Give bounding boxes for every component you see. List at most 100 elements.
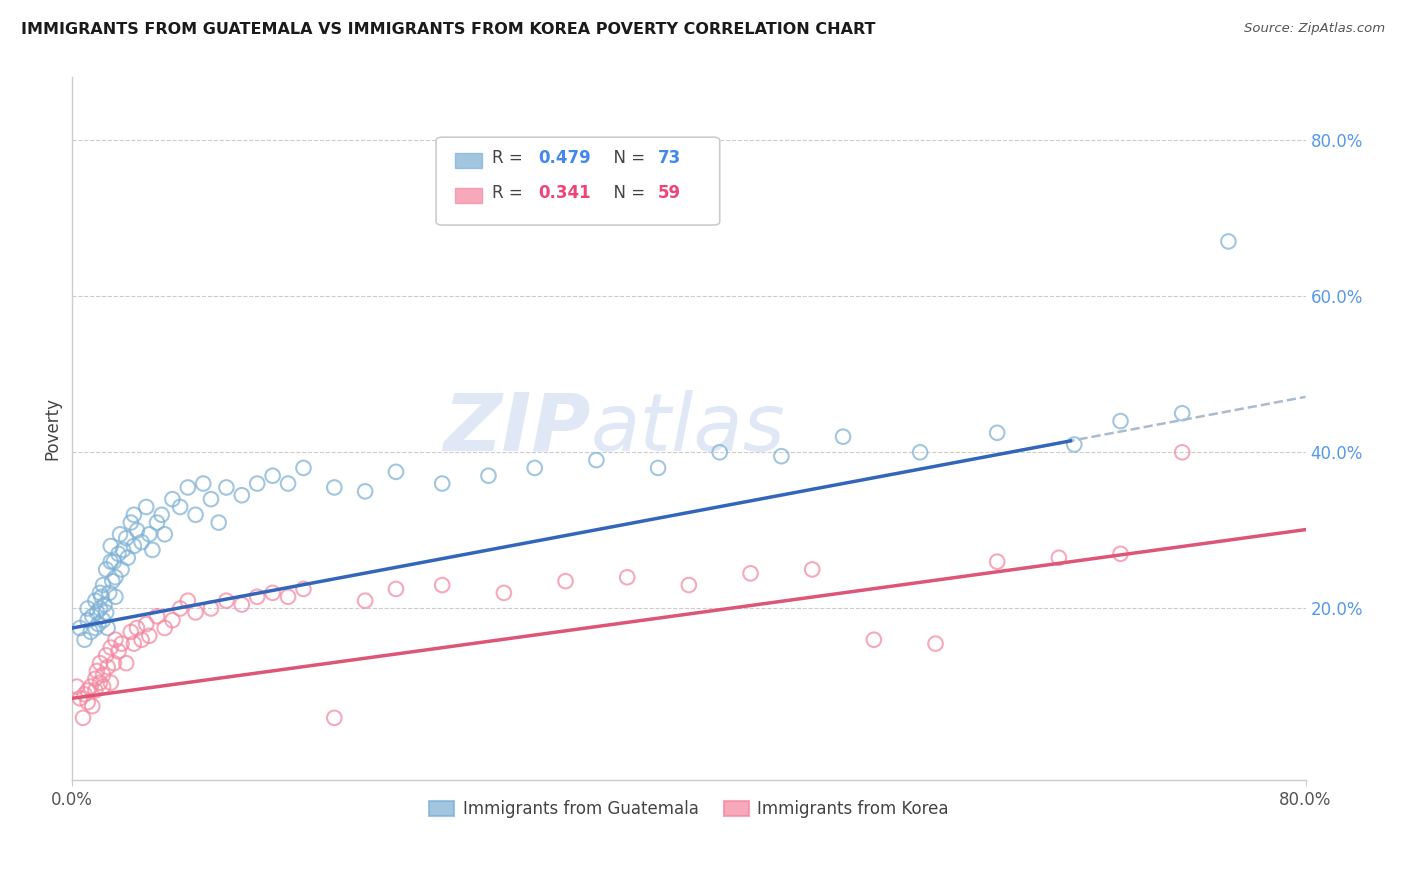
Point [231,488,253,502]
Point [100,675,122,690]
Point [138,527,160,541]
Point [354,593,377,607]
Point [84,683,107,698]
Point [323,480,346,494]
Point [100,539,122,553]
Point [94,648,117,663]
Point [76,683,98,698]
Text: IMMIGRANTS FROM GUATEMALA VS IMMIGRANTS FROM KOREA POVERTY CORRELATION CHART: IMMIGRANTS FROM GUATEMALA VS IMMIGRANTS … [21,22,876,37]
Point [89,675,111,690]
Point [87,617,110,632]
Point [323,711,346,725]
Point [108,527,131,541]
Point [1171,445,1194,459]
Point [138,629,160,643]
Text: 0.341: 0.341 [538,185,591,202]
Text: N =: N = [603,185,650,202]
FancyBboxPatch shape [436,137,720,225]
Bar [454,153,482,168]
Point [120,516,142,530]
Point [131,632,153,647]
Point [89,601,111,615]
Point [97,660,120,674]
Point [98,586,121,600]
Text: atlas: atlas [591,390,785,468]
Text: R =: R = [492,149,527,168]
Point [69,621,91,635]
Point [107,547,129,561]
Point [832,430,855,444]
Point [1109,414,1132,428]
Point [100,640,122,655]
Point [231,598,253,612]
Point [117,550,139,565]
Text: ZIP: ZIP [443,390,591,468]
Point [1063,437,1085,451]
Point [110,562,132,576]
Point [169,601,191,615]
Point [277,476,299,491]
Point [863,632,886,647]
Point [184,606,207,620]
Point [1171,406,1194,420]
Legend: Immigrants from Guatemala, Immigrants from Korea: Immigrants from Guatemala, Immigrants fr… [423,793,955,825]
Point [115,531,138,545]
Point [208,516,231,530]
Point [107,644,129,658]
Point [740,566,762,581]
Point [193,476,215,491]
Point [84,672,107,686]
Point [69,691,91,706]
Point [385,582,408,596]
Point [82,699,104,714]
Point [100,555,122,569]
Bar [454,188,482,203]
Point [986,425,1008,440]
Point [177,480,200,494]
Point [153,527,176,541]
Point [91,668,114,682]
Point [91,578,114,592]
Point [76,601,98,615]
Point [103,555,125,569]
Point [678,578,700,592]
Point [924,637,946,651]
Point [432,578,454,592]
Point [908,445,931,459]
Text: 59: 59 [658,185,681,202]
Point [801,562,824,576]
Point [115,656,138,670]
Point [141,543,163,558]
Point [169,500,191,514]
Point [277,590,299,604]
Point [120,624,142,639]
Point [135,500,157,514]
Point [1109,547,1132,561]
Point [246,476,269,491]
Point [101,574,124,589]
Point [709,445,731,459]
Point [73,687,96,701]
Point [89,656,111,670]
Point [104,632,127,647]
Point [262,586,284,600]
Point [432,476,454,491]
Point [492,586,515,600]
Point [477,468,499,483]
Point [66,680,89,694]
Point [94,562,117,576]
Point [215,593,238,607]
Point [523,461,546,475]
Point [162,492,184,507]
Point [177,593,200,607]
Point [184,508,207,522]
Point [122,539,145,553]
Point [1047,550,1070,565]
Point [215,480,238,494]
Point [246,590,269,604]
Point [104,570,127,584]
Point [86,664,108,678]
Point [97,621,120,635]
Point [131,535,153,549]
Point [354,484,377,499]
